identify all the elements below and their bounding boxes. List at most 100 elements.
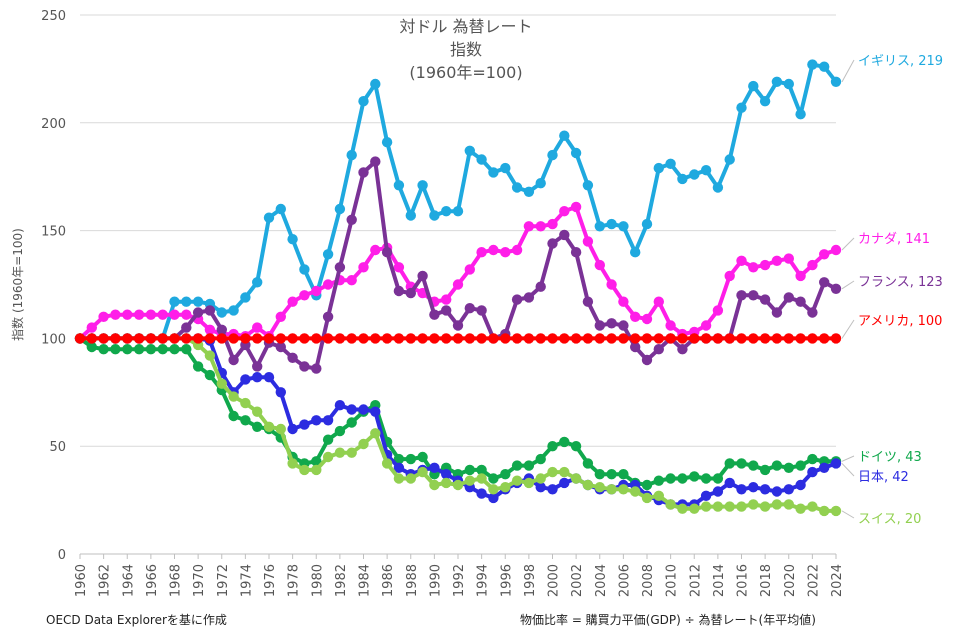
data-point xyxy=(464,264,475,275)
data-point xyxy=(311,363,322,374)
data-point xyxy=(677,344,688,355)
data-point xyxy=(618,333,629,344)
data-point xyxy=(275,387,286,398)
data-point xyxy=(653,296,664,307)
data-point xyxy=(133,309,145,320)
data-point xyxy=(98,333,109,344)
x-tick-label: 1984 xyxy=(358,564,373,597)
data-point xyxy=(393,333,405,344)
x-tick-label: 1976 xyxy=(263,564,278,597)
data-point xyxy=(169,333,180,344)
data-point xyxy=(582,479,594,491)
data-point xyxy=(334,333,346,344)
data-point xyxy=(630,341,641,353)
data-point xyxy=(405,453,416,465)
data-point xyxy=(665,320,676,331)
data-point xyxy=(417,270,428,282)
data-point xyxy=(630,333,641,344)
data-point xyxy=(334,447,346,458)
x-tick-label: 1966 xyxy=(145,564,160,597)
data-point xyxy=(795,109,806,120)
data-point xyxy=(724,270,735,282)
data-point xyxy=(724,458,735,469)
data-point xyxy=(393,473,405,484)
data-point xyxy=(192,296,204,307)
data-point xyxy=(429,309,440,320)
data-point xyxy=(653,344,664,355)
data-point xyxy=(441,206,452,217)
data-point xyxy=(594,259,605,271)
data-point xyxy=(771,499,783,510)
data-point xyxy=(618,221,629,232)
source-note: OECD Data Explorerを基に作成 xyxy=(46,613,227,627)
data-point xyxy=(618,484,629,495)
data-point xyxy=(464,333,475,344)
data-point xyxy=(181,344,192,355)
data-point xyxy=(192,307,204,318)
data-point xyxy=(570,247,582,258)
data-point xyxy=(641,218,653,230)
data-point xyxy=(381,333,393,344)
leader-line xyxy=(841,237,855,251)
data-point xyxy=(500,333,511,344)
data-point xyxy=(252,361,263,372)
x-tick-label: 1982 xyxy=(334,564,349,597)
data-point xyxy=(299,290,310,301)
data-point xyxy=(819,462,830,473)
data-point xyxy=(665,158,676,169)
data-point xyxy=(334,425,346,437)
chart-title-line: 対ドル 為替レート xyxy=(399,17,532,36)
data-point xyxy=(476,473,487,484)
data-point xyxy=(795,460,806,471)
data-point xyxy=(346,417,357,428)
data-point xyxy=(311,456,322,467)
data-point xyxy=(535,482,546,493)
data-point xyxy=(712,473,724,484)
data-point xyxy=(252,406,263,417)
data-point xyxy=(689,169,700,180)
data-point xyxy=(830,283,842,294)
data-point xyxy=(334,400,346,411)
data-point xyxy=(322,249,334,260)
series-4 xyxy=(74,333,842,344)
data-point xyxy=(346,333,357,344)
data-point xyxy=(181,322,192,333)
data-point xyxy=(783,292,794,303)
data-point xyxy=(488,492,499,504)
data-point xyxy=(216,307,227,318)
data-point xyxy=(181,333,192,344)
data-point xyxy=(370,406,381,417)
data-point xyxy=(417,180,428,191)
data-point xyxy=(346,214,357,225)
data-point xyxy=(476,464,487,476)
data-point xyxy=(488,333,499,344)
data-point xyxy=(322,434,334,445)
data-point xyxy=(157,309,168,320)
data-point xyxy=(630,311,641,322)
data-point xyxy=(724,501,735,512)
data-point xyxy=(736,333,747,344)
data-point xyxy=(370,78,381,90)
data-point xyxy=(393,453,405,465)
x-tick-label: 2020 xyxy=(783,564,798,597)
data-point xyxy=(570,201,582,213)
data-point xyxy=(547,333,558,344)
y-tick-label: 100 xyxy=(41,332,66,347)
data-point xyxy=(181,296,192,307)
data-point xyxy=(488,473,499,484)
data-point xyxy=(677,333,688,344)
data-point xyxy=(606,484,617,495)
data-point xyxy=(228,410,239,422)
data-point xyxy=(240,374,251,385)
data-point xyxy=(759,294,771,305)
data-point xyxy=(263,333,275,344)
data-point xyxy=(311,415,322,426)
data-point xyxy=(535,281,546,292)
data-point xyxy=(393,180,405,191)
leader-line xyxy=(841,510,855,519)
data-point xyxy=(145,333,157,344)
data-point xyxy=(263,372,275,383)
data-point xyxy=(771,486,783,497)
data-point xyxy=(252,372,263,383)
x-tick-label: 1964 xyxy=(121,564,136,597)
